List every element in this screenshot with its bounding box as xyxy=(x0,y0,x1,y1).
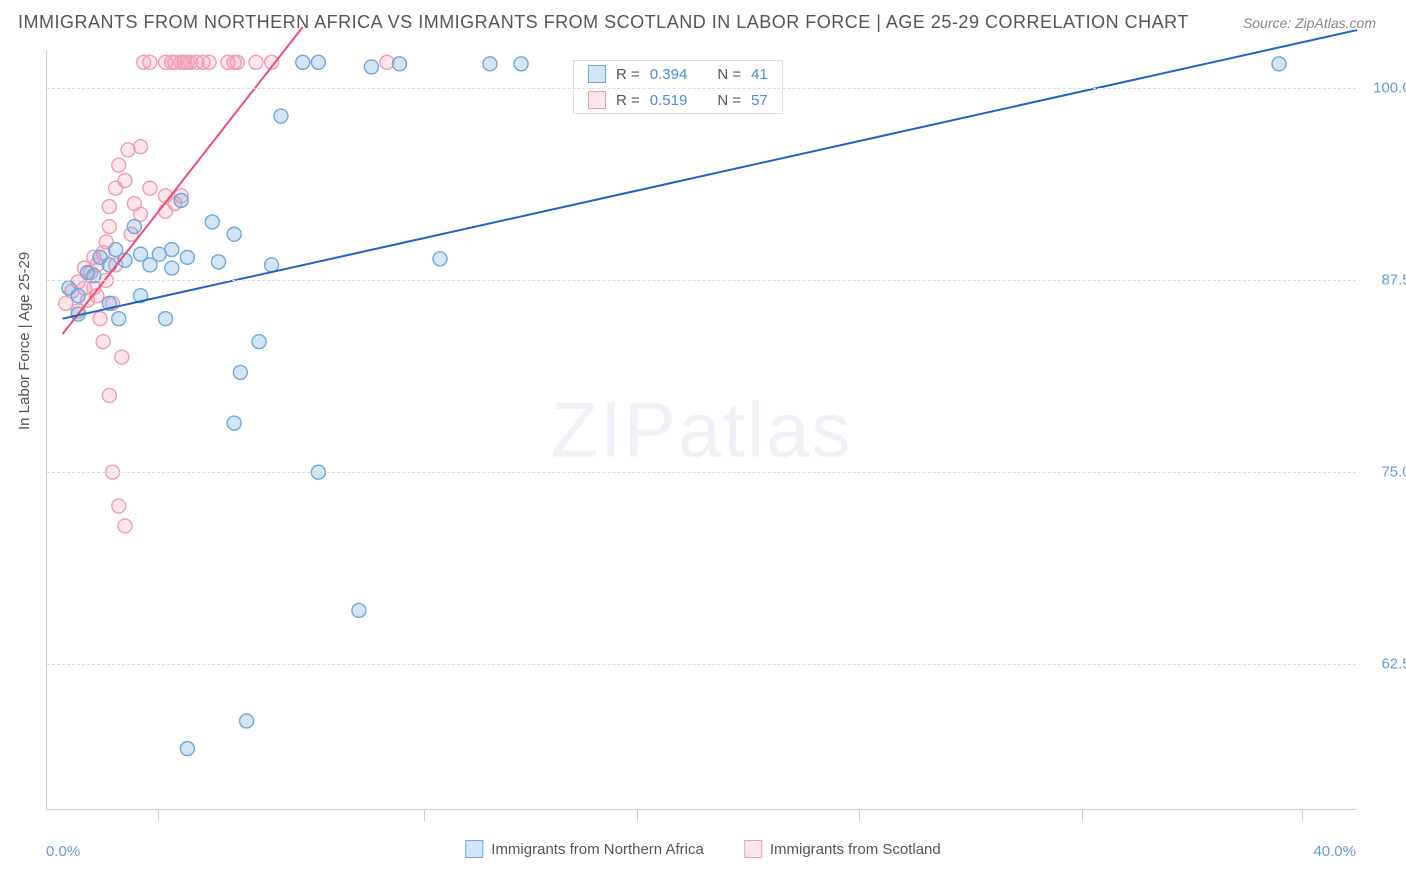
scatter-point-blue xyxy=(364,60,378,74)
scatter-point-pink xyxy=(134,140,148,154)
scatter-point-pink xyxy=(112,158,126,172)
scatter-plot-svg xyxy=(47,50,1356,809)
scatter-point-pink xyxy=(202,55,216,69)
scatter-point-blue xyxy=(311,55,325,69)
scatter-point-blue xyxy=(102,258,116,272)
gridline-h xyxy=(47,280,1356,281)
scatter-point-pink xyxy=(102,388,116,402)
scatter-point-pink xyxy=(118,519,132,533)
x-tick-mark xyxy=(859,809,860,821)
scatter-point-blue xyxy=(165,261,179,275)
scatter-point-blue xyxy=(165,243,179,257)
source-attribution: Source: ZipAtlas.com xyxy=(1243,15,1376,31)
scatter-point-blue xyxy=(127,220,141,234)
scatter-point-pink xyxy=(112,499,126,513)
bottom-legend: Immigrants from Northern Africa Immigran… xyxy=(465,840,940,858)
x-tick-mark xyxy=(1302,809,1303,821)
x-tick-mark xyxy=(1082,809,1083,821)
scatter-point-blue xyxy=(159,312,173,326)
scatter-point-blue xyxy=(352,603,366,617)
scatter-point-blue xyxy=(514,57,528,71)
scatter-point-pink xyxy=(230,55,244,69)
gridline-h xyxy=(47,88,1356,89)
scatter-point-blue xyxy=(233,365,247,379)
scatter-point-blue xyxy=(483,57,497,71)
scatter-point-pink xyxy=(143,55,157,69)
pink-swatch-icon xyxy=(588,91,606,109)
y-tick-label: 87.5% xyxy=(1381,272,1406,289)
blue-swatch-icon xyxy=(588,65,606,83)
scatter-point-blue xyxy=(180,742,194,756)
scatter-point-blue xyxy=(227,416,241,430)
scatter-point-blue xyxy=(212,255,226,269)
scatter-point-pink xyxy=(118,174,132,188)
blue-n-value: 41 xyxy=(751,66,768,83)
header: IMMIGRANTS FROM NORTHERN AFRICA VS IMMIG… xyxy=(0,0,1406,43)
scatter-point-pink xyxy=(380,55,394,69)
pink-n-value: 57 xyxy=(751,92,768,109)
blue-swatch-icon xyxy=(465,840,483,858)
pink-r-value: 0.519 xyxy=(650,92,688,109)
legend-label-pink: Immigrants from Scotland xyxy=(770,841,941,858)
scatter-point-blue xyxy=(433,252,447,266)
scatter-point-pink xyxy=(93,312,107,326)
scatter-point-blue xyxy=(174,193,188,207)
gridline-h xyxy=(47,664,1356,665)
x-axis-min-label: 0.0% xyxy=(46,843,80,860)
correlation-stats-box: R = 0.394 N = 41 R = 0.519 N = 57 xyxy=(573,60,783,114)
scatter-point-blue xyxy=(252,335,266,349)
x-tick-mark xyxy=(424,809,425,821)
scatter-point-pink xyxy=(249,55,263,69)
scatter-point-blue xyxy=(240,714,254,728)
x-tick-mark xyxy=(637,809,638,821)
scatter-point-blue xyxy=(274,109,288,123)
scatter-point-pink xyxy=(121,143,135,157)
scatter-point-pink xyxy=(143,181,157,195)
blue-r-value: 0.394 xyxy=(650,66,688,83)
legend-label-blue: Immigrants from Northern Africa xyxy=(491,841,704,858)
x-axis-max-label: 40.0% xyxy=(1313,843,1356,860)
scatter-point-blue xyxy=(227,227,241,241)
scatter-point-blue xyxy=(205,215,219,229)
y-axis-label: In Labor Force | Age 25-29 xyxy=(16,252,33,430)
scatter-point-blue xyxy=(1272,57,1286,71)
chart-title: IMMIGRANTS FROM NORTHERN AFRICA VS IMMIG… xyxy=(18,12,1189,33)
legend-item-pink: Immigrants from Scotland xyxy=(744,840,941,858)
scatter-point-blue xyxy=(180,250,194,264)
scatter-point-blue xyxy=(392,57,406,71)
legend-item-blue: Immigrants from Northern Africa xyxy=(465,840,704,858)
scatter-point-pink xyxy=(102,200,116,214)
stats-row-blue: R = 0.394 N = 41 xyxy=(574,61,782,87)
y-tick-label: 62.5% xyxy=(1381,656,1406,673)
trend-line-pink xyxy=(63,27,303,334)
scatter-point-blue xyxy=(112,312,126,326)
scatter-point-blue xyxy=(71,289,85,303)
scatter-point-pink xyxy=(96,335,110,349)
x-tick-mark xyxy=(158,809,159,821)
chart-area: ZIPatlas R = 0.394 N = 41 R = 0.519 N = … xyxy=(46,50,1356,810)
scatter-point-blue xyxy=(265,258,279,272)
stats-row-pink: R = 0.519 N = 57 xyxy=(574,87,782,113)
gridline-h xyxy=(47,472,1356,473)
y-tick-label: 75.0% xyxy=(1381,464,1406,481)
y-tick-label: 100.0% xyxy=(1373,80,1406,97)
scatter-point-pink xyxy=(102,220,116,234)
pink-swatch-icon xyxy=(744,840,762,858)
scatter-point-pink xyxy=(115,350,129,364)
scatter-point-blue xyxy=(296,55,310,69)
